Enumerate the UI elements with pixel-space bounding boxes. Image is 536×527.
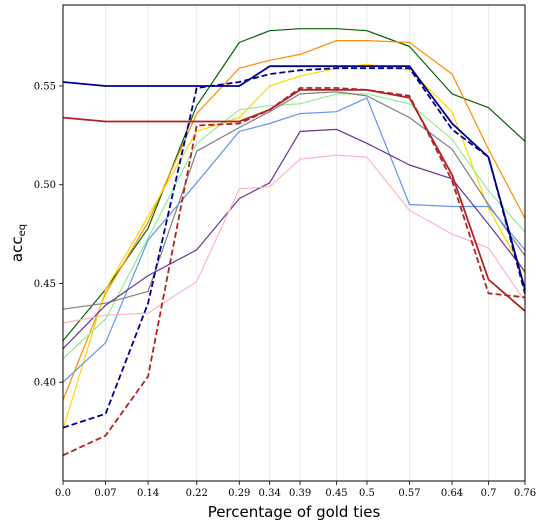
series-lines xyxy=(62,28,526,457)
series-line-7 xyxy=(62,128,526,350)
y-axis-label-main: acc xyxy=(8,236,26,262)
y-tick-label: 0.50 xyxy=(34,180,56,191)
x-tick-label: 0.64 xyxy=(441,488,463,499)
series-line-9 xyxy=(62,65,526,290)
x-tick-label: 0.39 xyxy=(289,488,311,499)
y-tick-label: 0.40 xyxy=(34,378,56,389)
x-tick-label: 0.22 xyxy=(186,488,208,499)
series-line-5 xyxy=(62,91,526,310)
plot-frame xyxy=(62,4,526,482)
series-line-11 xyxy=(62,89,526,312)
series-line-3 xyxy=(62,63,526,430)
x-tick-label: 0.29 xyxy=(228,488,250,499)
series-line-12 xyxy=(62,87,526,457)
x-tick-label: 0.45 xyxy=(325,488,347,499)
x-tick-label: 0.76 xyxy=(514,488,536,499)
x-axis: 0.0 0.07 0.14 0.22 0.29 0.34 0.39 0.45 0.5 0.57 0.… xyxy=(55,481,536,499)
x-axis-label: Percentage of gold ties xyxy=(208,503,381,521)
series-line-2 xyxy=(62,39,526,401)
y-tick-label: 0.45 xyxy=(34,279,56,290)
series-line-6 xyxy=(62,97,526,383)
x-tick-label: 0.07 xyxy=(94,488,116,499)
y-axis: 0.40 0.45 0.50 0.55 xyxy=(34,81,63,389)
series-line-4 xyxy=(62,93,526,359)
y-axis-label: acceq xyxy=(8,224,28,262)
series-line-8 xyxy=(62,154,526,324)
series-line-1 xyxy=(62,28,526,342)
x-tick-label: 0.34 xyxy=(259,488,281,499)
x-tick-label: 0.14 xyxy=(137,488,159,499)
x-tick-label: 0.0 xyxy=(55,488,71,499)
series-line-10 xyxy=(62,67,526,429)
x-tick-label: 0.5 xyxy=(359,488,375,499)
x-tick-label: 0.57 xyxy=(398,488,420,499)
x-tick-label: 0.7 xyxy=(481,488,497,499)
y-tick-label: 0.55 xyxy=(34,81,56,92)
y-axis-label-subscript: eq xyxy=(17,224,28,237)
